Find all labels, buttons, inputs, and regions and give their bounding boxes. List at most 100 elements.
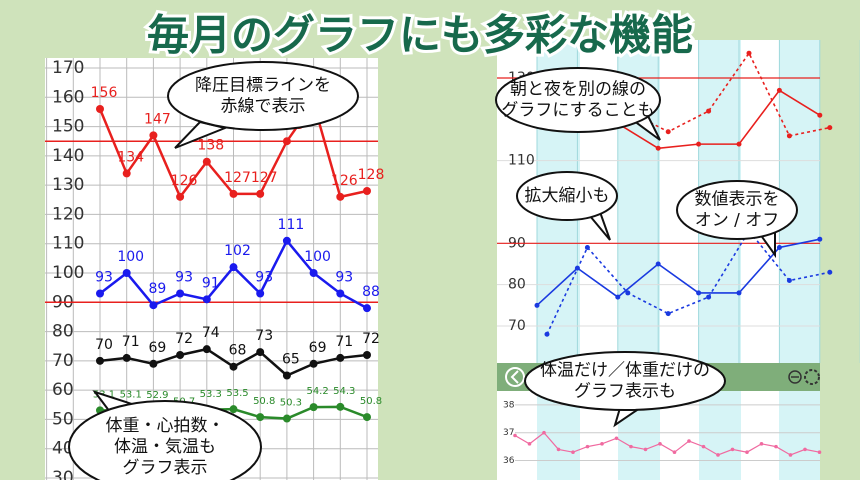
callout-bubble: [68, 400, 262, 480]
callout-text: 体重・心拍数・: [106, 416, 225, 436]
y-tick-label: 30: [52, 468, 74, 480]
y-tick-label: 100: [52, 263, 84, 283]
data-label: 126: [171, 173, 198, 189]
data-point: [527, 442, 532, 446]
data-label: 127: [251, 170, 278, 186]
series-line: [546, 229, 830, 335]
data-label: 50.8: [253, 396, 275, 407]
series-line: [514, 431, 820, 456]
y-tick-label: 37: [503, 428, 514, 438]
callout-bubble: [495, 67, 661, 133]
y-tick-label: 170: [52, 58, 84, 78]
data-point: [544, 331, 550, 337]
data-point: [176, 192, 185, 201]
data-point: [696, 290, 702, 296]
data-point: [716, 453, 720, 457]
data-point: [696, 141, 702, 147]
data-point: [513, 433, 517, 438]
data-label: 65: [282, 352, 300, 368]
y-tick-label: 50: [52, 409, 74, 429]
data-point: [229, 405, 238, 414]
data-point: [336, 289, 345, 298]
data-point: [600, 442, 604, 446]
data-label: 72: [362, 331, 380, 347]
data-point: [730, 447, 735, 452]
data-point: [202, 295, 211, 304]
callout-text: 体温だけ／体重だけの: [540, 361, 710, 381]
data-point: [282, 137, 291, 146]
data-label: 93: [335, 270, 353, 286]
stripe: [699, 391, 741, 480]
data-point: [282, 371, 291, 380]
data-point: [706, 294, 712, 300]
data-point: [309, 403, 318, 412]
data-label: 126: [331, 173, 358, 189]
y-tick-label: 160: [52, 87, 84, 107]
data-label: 89: [148, 281, 166, 297]
data-point: [363, 413, 371, 422]
data-point: [643, 447, 648, 452]
callout-text: グラフ表示も: [574, 382, 676, 402]
y-tick-label: 130: [52, 175, 84, 195]
data-point: [96, 105, 104, 113]
y-tick-label: 70: [508, 318, 526, 334]
data-label: 74: [202, 325, 220, 341]
data-point: [827, 125, 833, 131]
data-point: [817, 450, 822, 454]
data-point: [701, 444, 706, 449]
data-point: [706, 108, 712, 114]
callout-text: オン / オフ: [695, 211, 780, 231]
data-point: [629, 444, 633, 449]
data-point: [786, 133, 792, 139]
data-label: 53.1: [120, 389, 142, 400]
data-label: 102: [224, 243, 251, 259]
callout-text: 拡大縮小も: [525, 186, 610, 206]
data-label: 91: [202, 275, 220, 291]
stripe: [779, 391, 820, 480]
data-point: [336, 353, 345, 362]
data-point: [149, 359, 158, 368]
data-label: 69: [148, 340, 166, 356]
data-point: [776, 244, 782, 250]
data-point: [542, 430, 546, 435]
data-point: [256, 289, 265, 298]
callout-text: 赤線で表示: [221, 97, 306, 117]
data-point: [534, 302, 540, 308]
data-point: [788, 453, 793, 457]
page-title: 毎月のグラフにも多彩な機能: [147, 11, 693, 60]
callout-text: 朝と夜を別の線の: [510, 80, 646, 100]
data-label: 54.2: [306, 386, 328, 397]
data-point: [817, 112, 823, 118]
data-point: [827, 269, 833, 275]
y-tick-label: 150: [52, 117, 84, 137]
data-point: [655, 145, 661, 151]
data-point: [176, 351, 185, 359]
data-label: 93: [175, 270, 193, 286]
data-point: [672, 450, 677, 454]
data-point: [776, 87, 782, 93]
callout-text: グラフにすることも: [501, 101, 654, 121]
settings-button[interactable]: [804, 369, 820, 385]
zoom-out-button[interactable]: [788, 370, 802, 384]
callout-text: 数値表示を: [695, 190, 780, 210]
y-tick-label: 70: [52, 351, 74, 371]
data-label: 127: [224, 170, 251, 186]
data-label: 71: [122, 334, 140, 350]
data-point: [363, 187, 371, 195]
data-point: [202, 345, 211, 354]
data-label: 69: [309, 340, 327, 356]
data-point: [282, 414, 291, 423]
data-label: 100: [304, 249, 331, 265]
back-button[interactable]: [505, 367, 525, 387]
y-tick-label: 80: [52, 322, 74, 342]
data-point: [655, 261, 661, 267]
data-point: [229, 362, 238, 371]
data-point: [687, 439, 691, 443]
data-point: [229, 263, 238, 272]
data-point: [556, 447, 561, 452]
y-tick-label: 80: [508, 277, 526, 293]
data-point: [96, 289, 104, 298]
callout-text: グラフ表示: [123, 458, 208, 478]
data-label: 71: [335, 334, 353, 350]
